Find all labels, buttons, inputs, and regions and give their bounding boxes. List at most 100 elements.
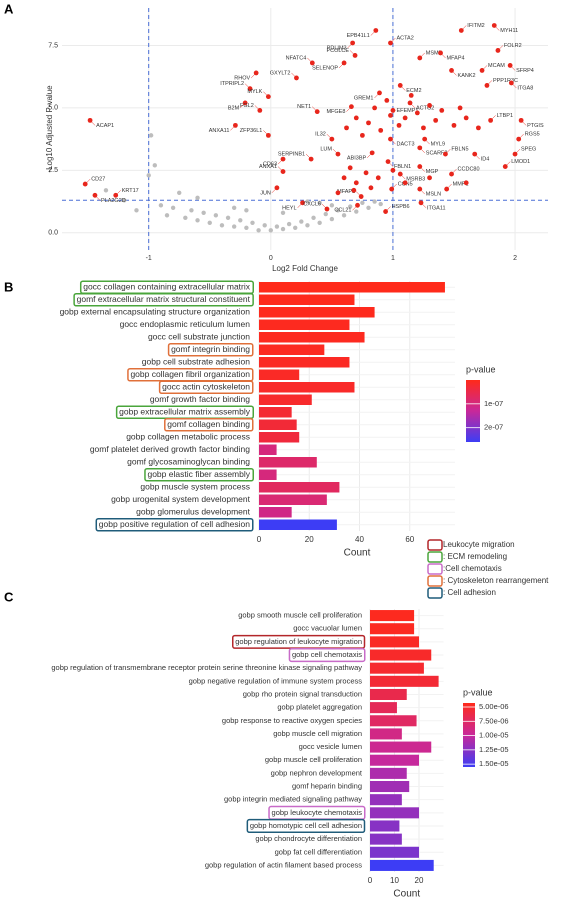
point: [311, 215, 316, 220]
category-label: gobp platelet aggregation: [277, 703, 362, 712]
category-label: gobp negative regulation of immune syste…: [189, 676, 363, 685]
category-label: gomf extracellular matrix structural con…: [77, 294, 251, 304]
label-leader: [440, 52, 446, 59]
label-leader: [291, 72, 297, 79]
bar: [370, 859, 434, 871]
point-label: SPEG: [521, 147, 536, 153]
colorbar-tick-label: 7.50e-06: [479, 716, 509, 725]
point-label: ITPRIPL2: [220, 81, 244, 87]
label-leader: [89, 120, 96, 126]
point: [244, 225, 249, 230]
panel-letter: B: [4, 279, 13, 294]
point: [201, 210, 206, 215]
point: [183, 215, 188, 220]
category-label: gomf platelet derived growth factor bind…: [90, 444, 250, 454]
label-leader: [486, 80, 493, 86]
point: [421, 125, 426, 131]
point: [148, 133, 154, 138]
label-leader: [366, 152, 373, 159]
label-leader: [332, 148, 339, 155]
category-label: gobp elastic fiber assembly: [147, 469, 250, 479]
point-label: MCAM: [488, 63, 505, 69]
point-label: DACT3: [396, 142, 414, 148]
point: [225, 215, 231, 220]
point: [353, 180, 359, 186]
point-label: LTBP1: [497, 113, 513, 119]
colorbar-tick-label: 1.25e-05: [479, 745, 509, 754]
point-label: SERPINB1: [278, 152, 305, 158]
point-label: ABI3BP: [347, 155, 367, 161]
label-leader: [391, 183, 397, 190]
point-label: ZFP36L1: [240, 128, 263, 134]
point: [262, 223, 267, 228]
bar: [259, 519, 337, 530]
point: [164, 213, 170, 218]
point: [207, 220, 212, 225]
bar: [370, 781, 410, 793]
highlight-box: [95, 518, 254, 532]
category-label: gobp cell chemotaxis: [292, 650, 362, 659]
label-leader: [347, 42, 353, 49]
point-label: LUM: [320, 147, 332, 153]
bar: [370, 662, 424, 674]
category-label: gobp cell substrate adhesion: [142, 357, 250, 367]
label-leader: [239, 102, 246, 109]
label-leader: [277, 166, 284, 172]
category-label: gobp extracellular matrix assembly: [119, 407, 251, 417]
point-label: ACAP1: [96, 123, 114, 129]
category-label: gocc vacuolar lumen: [293, 624, 362, 633]
panel-letter: A: [4, 1, 14, 16]
point-label: RHOV: [234, 75, 250, 81]
point: [402, 180, 408, 186]
label-leader: [490, 115, 496, 121]
x-tick-label: 20: [415, 876, 424, 885]
point-label: CD27: [91, 177, 105, 183]
point: [244, 208, 249, 213]
point: [427, 175, 432, 181]
point: [475, 125, 481, 131]
label-leader: [520, 120, 527, 126]
bar: [370, 610, 415, 622]
bar: [370, 807, 419, 819]
x-tick-label: 0: [257, 535, 262, 544]
label-leader: [445, 148, 451, 155]
point-label: MGP: [426, 169, 439, 175]
label-leader: [307, 57, 313, 64]
category-label: gocc endoplasmic reticulum lumen: [120, 319, 251, 329]
legend-swatch: [427, 575, 443, 587]
colorbar-tick-label: 5.00e-06: [479, 702, 509, 711]
point-label: EPB41L1: [347, 33, 370, 39]
point: [378, 201, 383, 207]
highlight-box: [144, 468, 254, 482]
label-leader: [390, 138, 396, 145]
point: [280, 210, 286, 215]
label-leader: [312, 106, 318, 112]
point: [341, 175, 347, 181]
category-label: gomf glycosaminoglycan binding: [127, 457, 250, 467]
y-tick-label: 5.0: [48, 105, 58, 112]
bar: [370, 715, 417, 727]
bar: [259, 407, 292, 418]
point-label: MFAP4: [447, 55, 465, 61]
point: [439, 107, 445, 113]
label-leader: [85, 178, 91, 185]
point: [335, 190, 341, 196]
label-leader: [254, 105, 260, 111]
point: [250, 220, 255, 225]
label-leader: [250, 72, 257, 79]
label-leader: [511, 82, 517, 89]
legend-label: : ECM remodeling: [443, 552, 507, 561]
point-label: LMOD1: [511, 159, 530, 165]
point: [256, 228, 261, 233]
label-leader: [374, 92, 380, 99]
label-leader: [115, 190, 121, 196]
point: [366, 120, 371, 126]
bar: [259, 344, 325, 355]
colorbar-title: p-value: [463, 687, 493, 697]
label-leader: [461, 25, 467, 31]
category-label: gocc vesicle lumen: [299, 742, 362, 751]
label-leader: [419, 188, 425, 195]
category-label: gobp positive regulation of cell adhesio…: [99, 519, 250, 529]
category-label: gobp response to reactive oxygen species: [222, 716, 362, 725]
